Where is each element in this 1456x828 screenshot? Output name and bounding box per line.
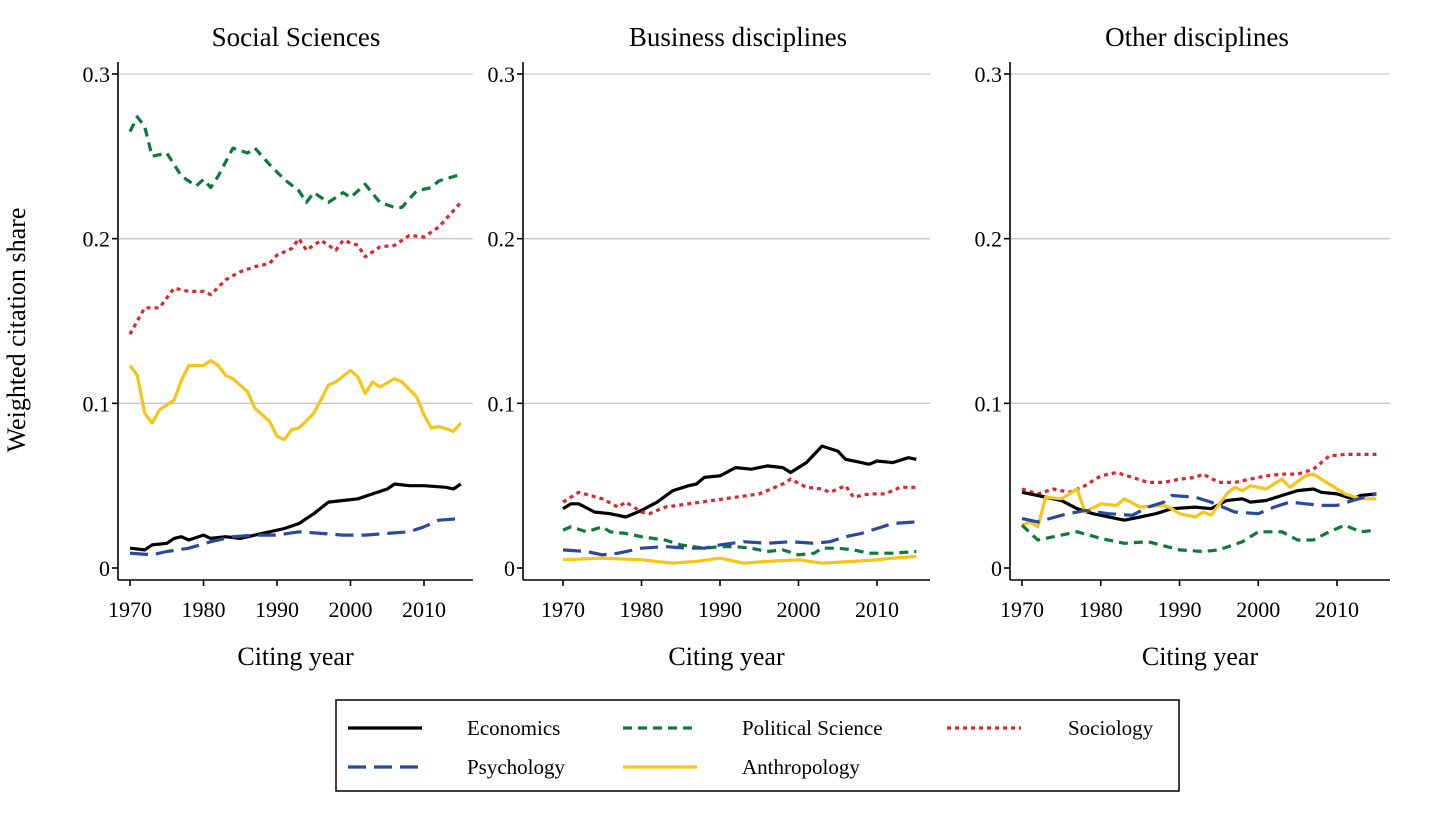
y-tick-label: 0.1 (488, 391, 516, 416)
series-line-sociology (562, 477, 917, 516)
y-tick-label: 0.3 (83, 62, 111, 87)
x-tick-label: 1990 (255, 597, 299, 622)
legend-label: Political Science (742, 716, 883, 740)
legend: Economics Political Science Sociology Psych… (335, 699, 1180, 792)
x-tick-label: 1970 (1000, 597, 1044, 622)
x-tick-label: 2010 (855, 597, 899, 622)
y-tick-label: 0 (99, 556, 110, 581)
legend-label: Psychology (467, 755, 566, 779)
y-tick-label: 0.3 (488, 62, 516, 87)
series-line-political-science (1020, 523, 1377, 554)
x-tick-label: 2000 (777, 597, 821, 622)
series-line-anthropology (128, 358, 462, 442)
x-tick-label: 2000 (1236, 597, 1280, 622)
legend-label: Sociology (1068, 716, 1154, 740)
x-tick-label: 1970 (108, 597, 152, 622)
series-line-psychology (1021, 492, 1377, 524)
panel-title: Business disciplines (629, 22, 847, 52)
series-line-economics (129, 482, 462, 552)
series-line-sociology (128, 201, 462, 335)
panel-1: Business disciplines 0 0.1 0.2 0.3 1970 1980 19… (488, 22, 930, 671)
series-line-anthropology (562, 554, 917, 565)
panel-title: Other disciplines (1105, 22, 1289, 52)
series-line-sociology (1021, 452, 1377, 496)
y-tick-label: 0.2 (83, 227, 111, 252)
series-line-political-science (562, 525, 917, 557)
x-axis-title: Citing year (237, 642, 354, 671)
legend-item: Anthropology (623, 755, 860, 779)
x-tick-label: 2010 (402, 597, 446, 622)
x-tick-label: 1970 (541, 597, 585, 622)
y-tick-label: 0.2 (975, 227, 1003, 252)
x-tick-label: 1990 (698, 597, 742, 622)
legend-item: Sociology (947, 716, 1154, 740)
series-line-anthropology (1021, 472, 1377, 529)
y-tick-label: 0 (504, 556, 515, 581)
x-tick-label: 1980 (182, 597, 226, 622)
series-line-political-science (128, 115, 462, 209)
y-tick-label: 0 (991, 556, 1002, 581)
series-line-psychology (129, 517, 461, 557)
x-tick-label: 1990 (1158, 597, 1202, 622)
y-tick-label: 0.1 (975, 391, 1003, 416)
x-tick-label: 2010 (1315, 597, 1359, 622)
y-axis-title: Weighted citation share (2, 208, 31, 453)
panel-0: Social Sciences 0 0.1 0.2 0.3 1970 1980 1990 200… (83, 22, 473, 671)
y-tick-label: 0.3 (975, 62, 1003, 87)
legend-label: Economics (467, 716, 560, 740)
legend-item: Economics (348, 716, 560, 740)
x-tick-label: 2000 (329, 597, 373, 622)
legend-item: Political Science (623, 716, 883, 740)
series-line-psychology (562, 520, 917, 557)
series-line-economics (562, 444, 917, 519)
x-tick-label: 1980 (620, 597, 664, 622)
panel-title: Social Sciences (212, 22, 381, 52)
legend-label: Anthropology (742, 755, 860, 779)
legend-item: Psychology (348, 755, 566, 779)
y-tick-label: 0.2 (488, 227, 516, 252)
x-tick-label: 1980 (1079, 597, 1123, 622)
y-tick-label: 0.1 (83, 391, 111, 416)
x-axis-title: Citing year (668, 642, 785, 671)
panel-2: Other disciplines 0 0.1 0.2 0.3 1970 1980 1990 2… (975, 22, 1390, 671)
x-axis-title: Citing year (1142, 642, 1259, 671)
